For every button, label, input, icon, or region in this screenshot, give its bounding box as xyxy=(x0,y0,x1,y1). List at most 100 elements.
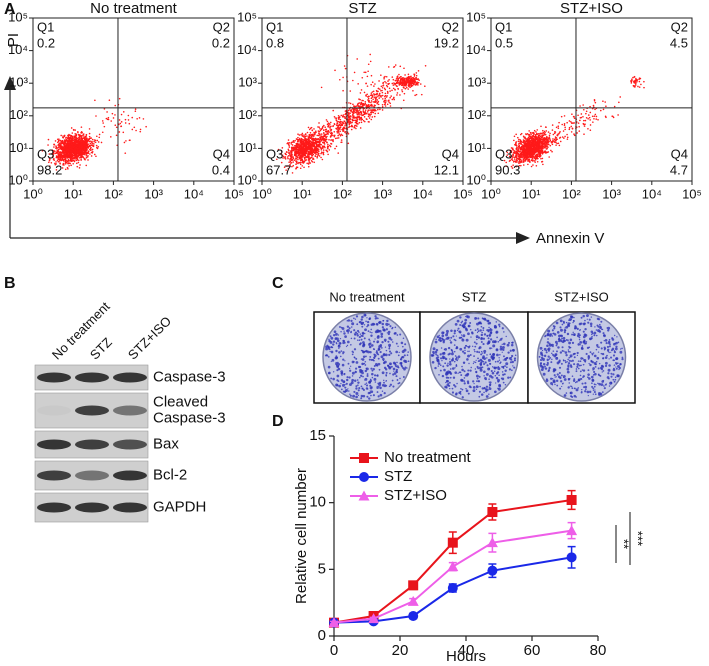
cell-dot xyxy=(378,93,381,95)
cell-dot xyxy=(412,77,415,79)
x-tick-label: 10¹ xyxy=(522,186,541,201)
cell-dot xyxy=(634,81,637,83)
cell-dot xyxy=(78,156,81,159)
cell-dot xyxy=(47,144,49,146)
cell-dot xyxy=(114,114,116,116)
y-tick-label: 10¹ xyxy=(467,140,486,155)
cell-dot xyxy=(71,137,73,140)
quadrant-value: 90.3 xyxy=(495,162,520,177)
cell-dot xyxy=(292,157,295,160)
cell-dot xyxy=(353,71,356,74)
cell-dot xyxy=(401,89,403,91)
cell-dot xyxy=(48,157,51,160)
cell-dot xyxy=(90,146,92,149)
cell-dot xyxy=(370,118,373,121)
cell-dot xyxy=(332,139,335,141)
cell-dot xyxy=(89,148,91,151)
cell-dot xyxy=(103,125,106,128)
cell-dot xyxy=(74,151,77,153)
cell-dot xyxy=(96,135,98,138)
cell-dot xyxy=(304,142,307,144)
cell-dot xyxy=(643,80,645,83)
cell-dot xyxy=(304,139,307,142)
cell-dot xyxy=(85,139,88,142)
cell-dot xyxy=(70,127,73,129)
cell-dot xyxy=(566,138,569,140)
cell-dot xyxy=(325,138,328,141)
cell-dot xyxy=(69,156,71,159)
cell-dot xyxy=(396,82,398,85)
cell-dot xyxy=(300,142,303,145)
cell-dot xyxy=(75,134,78,136)
cell-dot xyxy=(542,140,545,143)
cell-dot xyxy=(383,77,385,80)
cell-dot xyxy=(332,125,334,128)
cell-dot xyxy=(594,113,597,116)
cell-dot xyxy=(530,145,533,148)
cell-dot xyxy=(306,147,309,150)
cell-dot xyxy=(303,156,306,159)
cell-dot xyxy=(404,84,407,87)
cell-dot xyxy=(106,111,108,113)
cell-dot xyxy=(369,115,371,117)
cell-dot xyxy=(584,123,586,126)
cell-dot xyxy=(374,112,377,115)
cell-dot xyxy=(329,128,331,130)
cell-dot xyxy=(602,100,604,103)
cell-dot xyxy=(323,131,325,134)
cell-dot xyxy=(345,113,347,115)
cell-dot xyxy=(54,152,56,155)
cell-dot xyxy=(70,164,72,167)
cell-dot xyxy=(131,116,134,119)
cell-dot xyxy=(68,160,71,162)
cell-dot xyxy=(536,150,539,152)
cell-dot xyxy=(305,156,308,158)
x-tick-label: 10³ xyxy=(373,186,392,201)
cell-dot xyxy=(296,138,298,141)
cell-dot xyxy=(138,117,141,119)
cell-dot xyxy=(291,144,294,146)
cell-dot xyxy=(65,150,68,152)
x-tick-label: 10² xyxy=(562,186,581,201)
cell-dot xyxy=(420,93,423,96)
cell-dot xyxy=(512,149,515,151)
cell-dot xyxy=(382,84,385,86)
cell-dot xyxy=(94,153,96,156)
cell-dot xyxy=(380,89,382,92)
cell-dot xyxy=(63,164,65,166)
cell-dot xyxy=(139,130,142,133)
cell-dot xyxy=(391,76,394,78)
y-tick-label: 10⁵ xyxy=(8,9,28,24)
cell-dot xyxy=(78,167,81,169)
cell-dot xyxy=(289,157,292,160)
cell-dot xyxy=(76,147,79,150)
cell-dot xyxy=(101,131,104,134)
cell-dot xyxy=(341,116,344,118)
cell-dot xyxy=(381,91,384,94)
cell-dot xyxy=(57,144,59,146)
cell-dot xyxy=(552,133,555,136)
cell-dot xyxy=(327,129,330,132)
cell-dot xyxy=(85,149,88,152)
cell-dot xyxy=(72,154,74,157)
cell-dot xyxy=(555,141,557,144)
cell-dot xyxy=(417,70,420,72)
cell-dot xyxy=(551,141,554,143)
cell-dot xyxy=(326,135,328,138)
cell-dot xyxy=(317,150,320,153)
cell-dot xyxy=(323,141,326,144)
cell-dot xyxy=(551,124,554,126)
cell-dot xyxy=(316,138,319,140)
cell-dot xyxy=(354,111,357,114)
cell-dot xyxy=(55,161,57,163)
cell-dot xyxy=(564,135,566,138)
cell-dot xyxy=(119,122,122,125)
cell-dot xyxy=(55,156,58,159)
cell-dot xyxy=(85,147,88,149)
cell-dot xyxy=(538,152,541,155)
cell-dot xyxy=(350,115,352,118)
cell-dot xyxy=(71,132,74,134)
cell-dot xyxy=(522,164,525,166)
cell-dot xyxy=(517,148,519,151)
cell-dot xyxy=(66,137,69,140)
